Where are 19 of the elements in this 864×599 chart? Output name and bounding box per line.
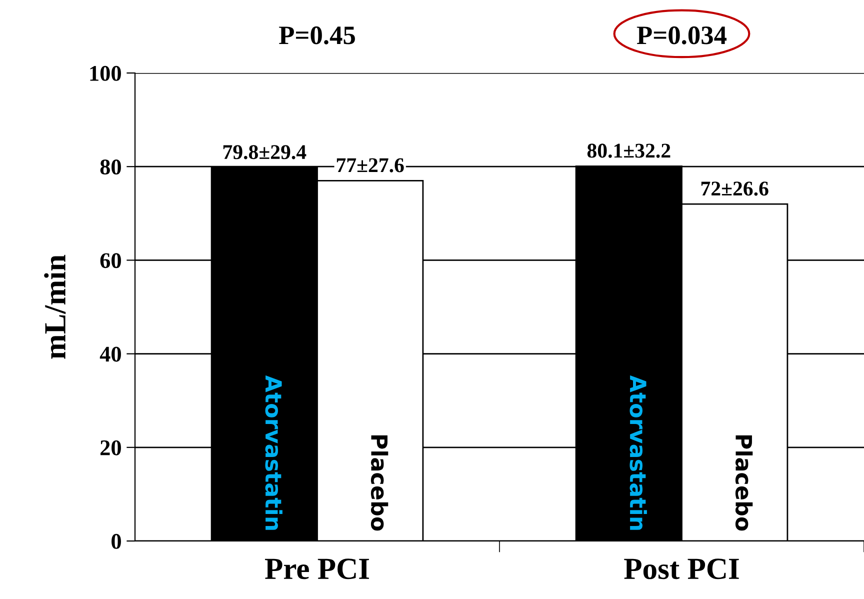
y-tick-label: 60 [100, 253, 121, 268]
text: Atorvastatin [630, 375, 647, 530]
data-label: 79.8±29.4 [223, 145, 306, 160]
x-tick-label: Post PCI [624, 558, 739, 580]
text: P=0.034 [636, 26, 727, 44]
y-tick-label: 100 [90, 66, 121, 81]
text: P=0.45 [279, 26, 355, 44]
y-tick-label: 0 [112, 534, 121, 549]
y-tick-label: 80 [100, 160, 121, 175]
text: Placebo [735, 435, 753, 531]
x-tick-label: Pre PCI [265, 558, 369, 580]
data-label: 77±27.6 [336, 158, 404, 172]
series-label: Atorvastatin [265, 375, 282, 530]
y-axis-title: mL/min [44, 254, 66, 359]
data-label: 72±26.6 [701, 182, 768, 196]
y-tick-label: 40 [100, 346, 121, 362]
series-label: Placebo [370, 435, 388, 531]
y-tick-label: 20 [100, 440, 121, 456]
data-label: 80.1±32.2 [587, 144, 670, 158]
